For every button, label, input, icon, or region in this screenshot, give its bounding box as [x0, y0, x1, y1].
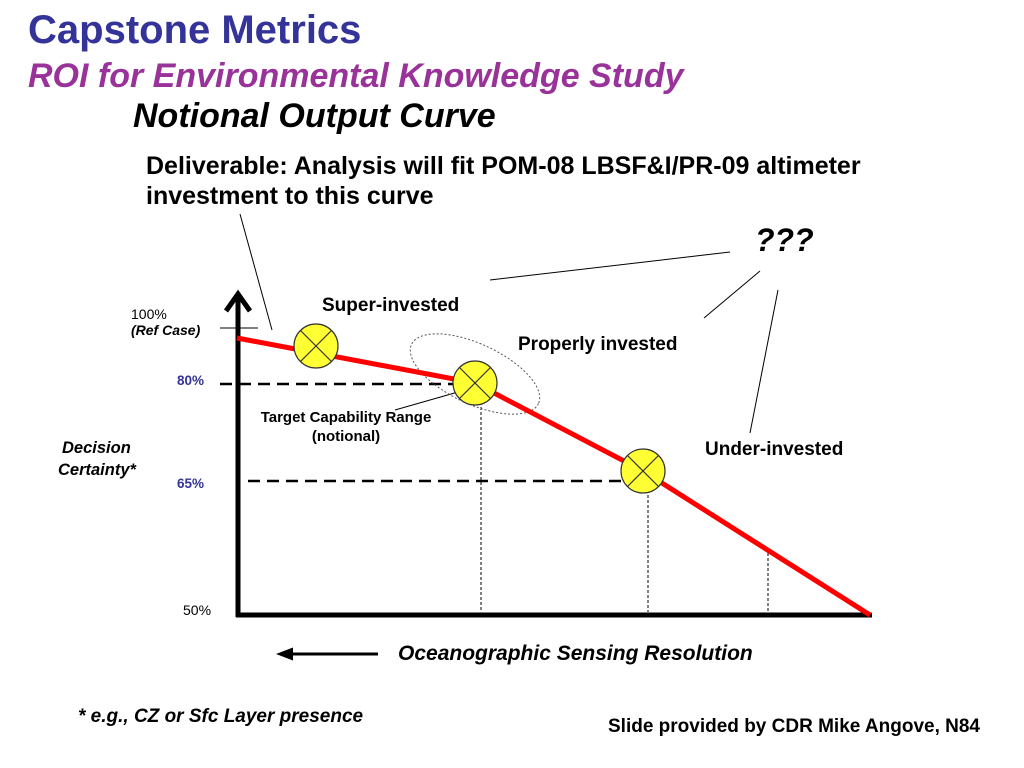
question-callout-line-under	[749, 289, 779, 434]
under-invested-marker-icon	[620, 448, 666, 494]
question-callout-line-super	[489, 251, 731, 281]
super-invested-label: Super-invested	[322, 295, 460, 316]
question-marks: ???	[755, 222, 814, 258]
y-axis-label-line1: Decision	[62, 439, 131, 457]
target-range-label: Target Capability Range	[260, 409, 432, 426]
target-range-note: (notional)	[311, 428, 381, 445]
deliverable-callout-line	[239, 213, 273, 331]
slide-credit: Slide provided by CDR Mike Angove, N84	[608, 716, 980, 737]
slide-title: Capstone Metrics	[28, 8, 362, 52]
target-range-callout-line	[394, 391, 459, 411]
footnote: * e.g., CZ or Sfc Layer presence	[78, 706, 364, 727]
properly-invested-label: Properly invested	[518, 334, 678, 355]
question-callout-line-proper	[703, 270, 761, 319]
deliverable-text-line1: Deliverable: Analysis will fit POM-08 LB…	[146, 152, 861, 180]
y-axis-label-line2: Certainty*	[58, 461, 136, 479]
slide-subtitle: ROI for Environmental Knowledge Study	[28, 57, 684, 95]
y-tick-50: 50%	[183, 602, 212, 618]
x-axis-label: Oceanographic Sensing Resolution	[398, 642, 753, 665]
properly-invested-marker-icon	[452, 360, 498, 406]
diagram-heading: Notional Output Curve	[133, 97, 496, 135]
y-axis-arrow-icon	[223, 289, 253, 313]
y-tick-80: 80%	[177, 373, 205, 388]
left-arrow-icon	[276, 647, 378, 661]
under-invested-label: Under-invested	[705, 439, 844, 460]
super-invested-marker-icon	[293, 323, 339, 369]
deliverable-text-line2: investment to this curve	[146, 182, 434, 210]
y-tick-ref-case: (Ref Case)	[131, 322, 201, 338]
y-tick-100: 100%	[131, 306, 167, 322]
output-curve	[236, 335, 872, 618]
y-tick-65: 65%	[177, 476, 205, 491]
